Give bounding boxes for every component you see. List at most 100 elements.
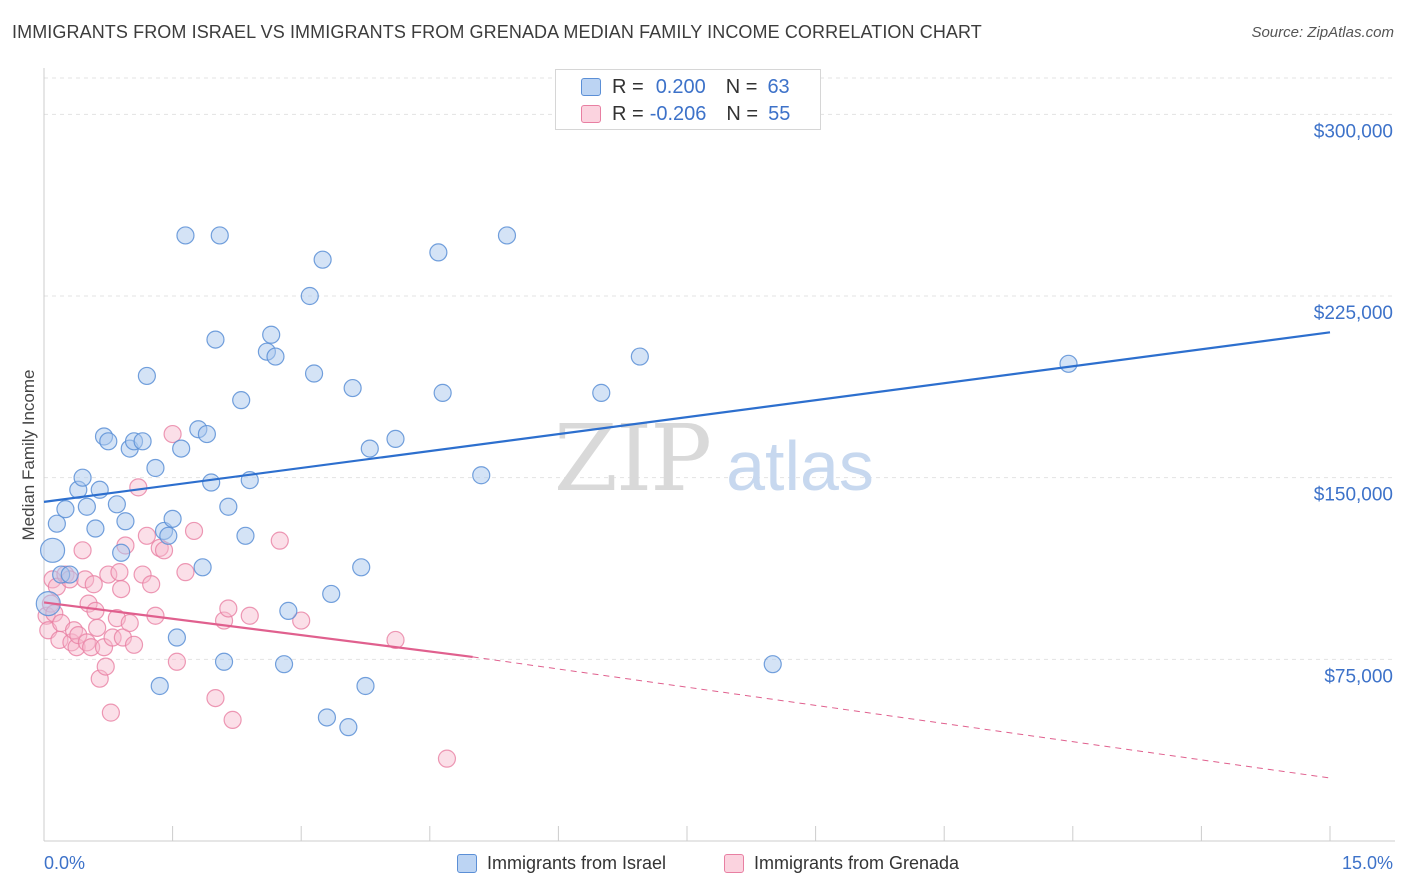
israel-point (386, 429, 405, 449)
grenada-point (99, 565, 118, 584)
grenada-point (167, 652, 186, 671)
series-label-israel: Immigrants from Israel (487, 853, 667, 873)
israel-points (35, 226, 1078, 737)
grenada-point (240, 606, 259, 625)
grenada-point (103, 628, 122, 647)
legend-r-value-grenada: -0.206 (649, 102, 707, 125)
y-tick-label: $150,000 (1314, 485, 1393, 506)
israel-point (176, 226, 195, 245)
israel-point (497, 226, 517, 245)
grenada-point (101, 703, 120, 722)
israel-point (763, 655, 782, 674)
grid-lines (44, 77, 1395, 660)
israel-point (279, 601, 298, 620)
israel-point (1059, 354, 1078, 373)
y-tick-label: $300,000 (1314, 121, 1393, 142)
israel-point (300, 286, 319, 306)
trend-lines (43, 331, 1331, 779)
israel-point (433, 383, 452, 402)
series-swatch-grenada (724, 854, 744, 873)
grenada-point (206, 688, 225, 708)
israel-point (193, 558, 212, 577)
legend-n-value-israel: 63 (767, 75, 790, 98)
grenada-point (137, 526, 156, 545)
grenada-point (110, 563, 129, 582)
israel-point (232, 391, 251, 410)
watermark-atlas: atlas (726, 427, 874, 505)
grenada-point (129, 478, 148, 497)
legend-n-value-grenada: 55 (768, 102, 791, 125)
israel-point (60, 565, 79, 584)
israel-point (214, 652, 234, 671)
israel-point (304, 364, 324, 383)
grenada-point (113, 628, 132, 647)
grenada-trend-line-extrapolated (472, 656, 1331, 779)
israel-point (77, 497, 96, 516)
israel-point (197, 424, 216, 444)
israel-point (107, 495, 126, 514)
grenada-point (82, 638, 101, 657)
israel-point (322, 584, 341, 604)
y-axis-title: Median Family Income (19, 369, 38, 540)
tick-labels: $75,000 $150,000 $225,000 $300,000 0.0% 15.0% (44, 121, 1393, 873)
x-tick-label-min: 0.0% (44, 853, 85, 873)
watermark: ZIP atlas (554, 405, 874, 512)
israel-point (360, 439, 379, 458)
series-swatch-israel (457, 854, 477, 873)
grenada-trend-line (43, 601, 473, 659)
grenada-point (86, 601, 105, 620)
israel-point (47, 514, 66, 533)
israel-point (236, 526, 255, 545)
israel-point (163, 509, 182, 528)
israel-point (39, 537, 66, 563)
grenada-point (163, 424, 182, 444)
grenada-point (386, 630, 405, 650)
legend-swatch-israel (581, 78, 601, 96)
israel-point (150, 676, 169, 696)
y-tick-label: $225,000 (1314, 303, 1393, 324)
israel-point (112, 543, 131, 562)
grenada-point (84, 575, 103, 594)
israel-point (592, 383, 611, 402)
grenada-point (142, 575, 161, 594)
legend-r-label: R = (612, 75, 644, 98)
legend-n-label: N = (726, 102, 759, 125)
israel-point (356, 676, 375, 696)
israel-point (343, 378, 362, 398)
israel-point (630, 347, 649, 366)
israel-point (99, 432, 118, 451)
israel-point (146, 458, 165, 478)
grenada-point (124, 635, 144, 654)
israel-point (472, 466, 491, 485)
grenada-point (73, 541, 92, 560)
grenada-point (223, 710, 242, 729)
grenada-point (219, 599, 238, 618)
grenada-point (112, 579, 131, 599)
grenada-point (88, 618, 107, 637)
grenada-point (292, 611, 311, 630)
grenada-point (184, 521, 204, 541)
israel-point (210, 226, 229, 245)
x-tick-label-max: 15.0% (1342, 853, 1393, 873)
israel-point (133, 432, 152, 451)
legend-row-grenada: R = -0.206 N = 55 (612, 101, 790, 127)
chart-title: IMMIGRANTS FROM ISRAEL VS IMMIGRANTS FRO… (12, 22, 982, 42)
israel-point (339, 718, 358, 737)
series-label-grenada: Immigrants from Grenada (754, 853, 960, 873)
israel-point (266, 347, 285, 366)
grenada-point (120, 613, 139, 633)
watermark-zip: ZIP (554, 405, 710, 512)
legend-swatch-grenada (581, 105, 601, 123)
legend-r-label: R = (612, 102, 644, 125)
grenada-point (176, 563, 195, 582)
israel-point (167, 628, 186, 647)
correlation-legend: R = 0.200 N = 63 R = -0.206 N = 55 (555, 69, 821, 130)
israel-point (56, 500, 75, 519)
axes (43, 68, 1395, 842)
israel-point (317, 708, 337, 727)
israel-point (202, 473, 221, 492)
israel-point (352, 558, 371, 577)
israel-point (313, 250, 332, 269)
israel-point (159, 526, 178, 545)
israel-point (73, 468, 92, 487)
